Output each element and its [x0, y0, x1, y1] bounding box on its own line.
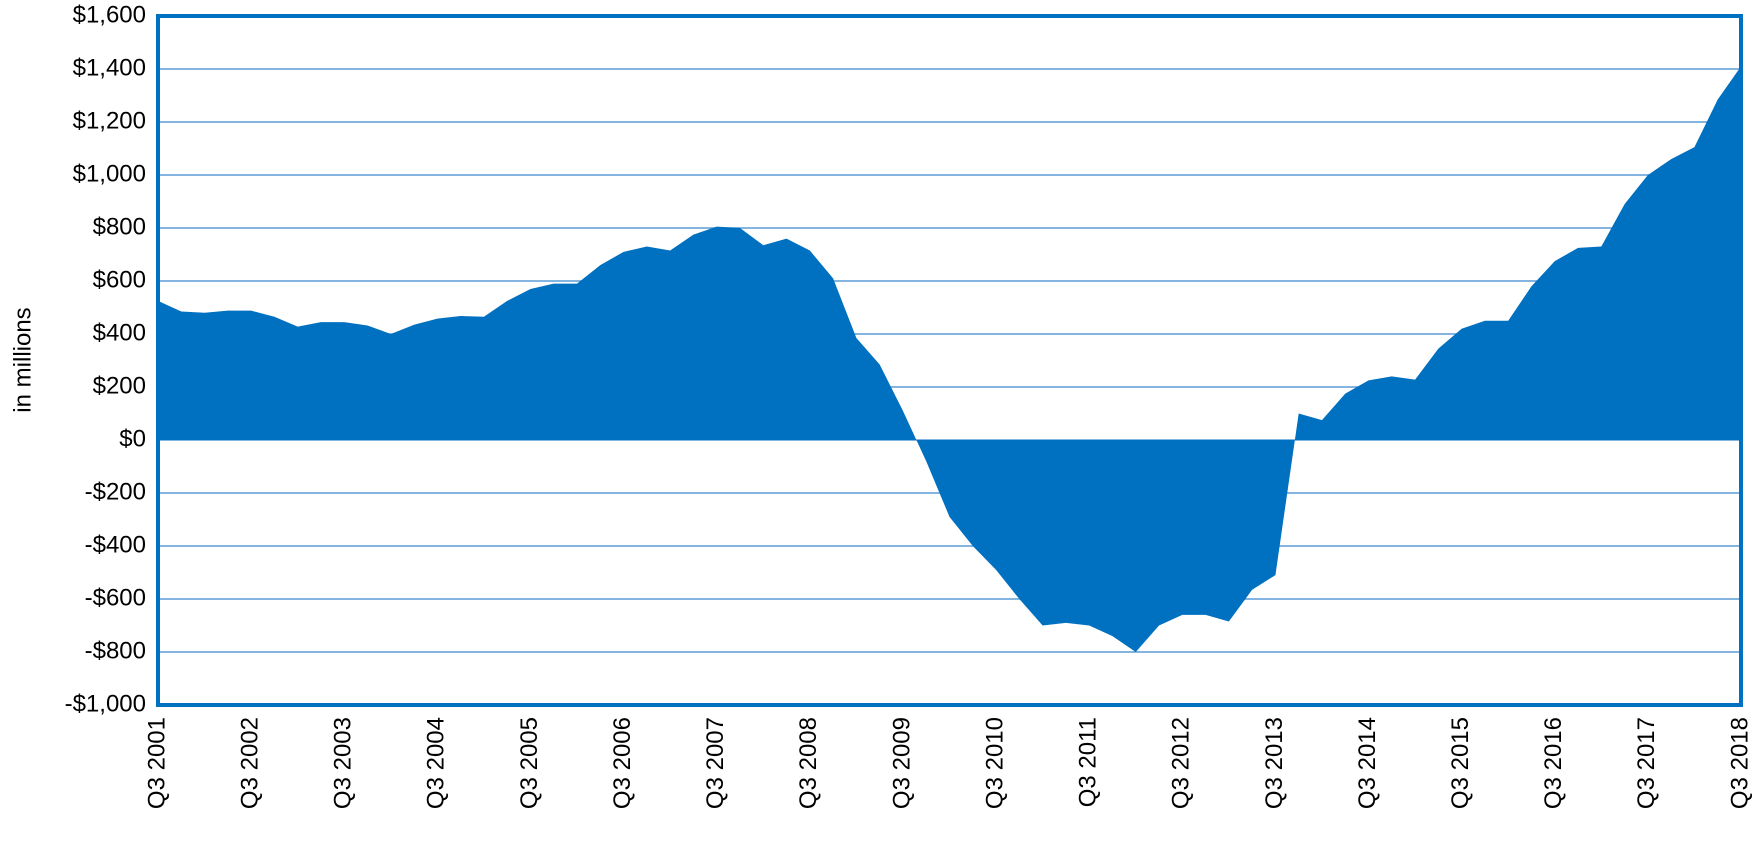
- y-tick-label: -$400: [85, 531, 146, 558]
- x-tick-label: Q3 2006: [609, 717, 636, 809]
- x-tick-label: Q3 2013: [1261, 717, 1288, 809]
- plot-frame: [156, 14, 1743, 707]
- y-tick-label: $600: [93, 266, 146, 293]
- x-tick-label: Q3 2002: [236, 717, 263, 809]
- x-tick-label: Q3 2003: [330, 717, 357, 809]
- x-tick-label: Q3 2015: [1447, 717, 1474, 809]
- x-tick-label: Q3 2004: [423, 717, 450, 809]
- x-tick-label: Q3 2012: [1168, 717, 1195, 809]
- x-tick-label: Q3 2014: [1354, 717, 1381, 809]
- y-tick-label: -$600: [85, 584, 146, 611]
- y-tick-label: -$200: [85, 478, 146, 505]
- area: [158, 66, 1741, 653]
- y-tick-label: $800: [93, 213, 146, 240]
- x-tick-label: Q3 2010: [981, 717, 1008, 809]
- x-tick-label: Q3 2007: [702, 717, 729, 809]
- y-tick-label: -$800: [85, 637, 146, 664]
- y-tick-label: $1,600: [73, 1, 146, 28]
- y-axis-title: in millions: [9, 307, 36, 412]
- y-tick-label: $1,000: [73, 160, 146, 187]
- x-tick-label: Q3 2001: [143, 717, 170, 809]
- x-tick-label: Q3 2011: [1075, 717, 1102, 807]
- x-tick-label: Q3 2016: [1540, 717, 1567, 809]
- x-tick-label: Q3 2009: [888, 717, 915, 809]
- y-tick-label: -$1,000: [65, 690, 146, 717]
- x-tick-label: Q3 2018: [1726, 717, 1753, 809]
- y-tick-label: $1,200: [73, 107, 146, 134]
- y-tick-label: $1,400: [73, 54, 146, 81]
- y-tick-label: $0: [119, 425, 146, 452]
- x-tick-label: Q3 2017: [1633, 717, 1660, 809]
- y-tick-label: $400: [93, 319, 146, 346]
- y-tick-label: $200: [93, 372, 146, 399]
- x-tick-label: Q3 2005: [516, 717, 543, 809]
- x-tick-label: Q3 2008: [795, 717, 822, 809]
